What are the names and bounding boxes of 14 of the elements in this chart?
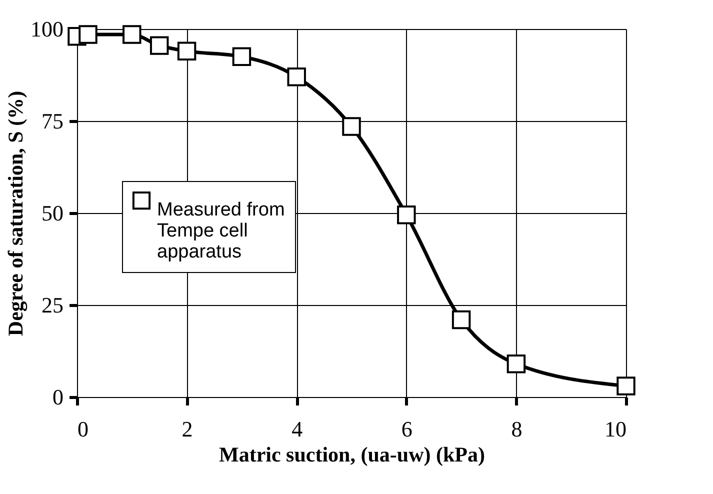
x-axis-title: Matric suction, (ua-uw) (kPa) xyxy=(219,442,485,466)
y-tick-label: 0 xyxy=(52,384,64,410)
x-tick-label: 2 xyxy=(182,416,193,442)
y-tick-label: 100 xyxy=(30,16,64,42)
y-tick-label: 50 xyxy=(42,200,64,226)
x-tick-label: 10 xyxy=(604,416,626,442)
x-tick-label: 0 xyxy=(78,416,88,442)
y-tick-label: 25 xyxy=(42,292,64,318)
x-tick-label: 4 xyxy=(292,416,303,442)
y-axis-title: Degree of saturation, S (%) xyxy=(4,90,28,336)
y-tick-label: 75 xyxy=(42,108,64,134)
x-tick-label: 6 xyxy=(401,416,412,442)
x-tick-label: 8 xyxy=(511,416,522,442)
legend-label: Measured from Tempe cell apparatus xyxy=(157,200,285,262)
